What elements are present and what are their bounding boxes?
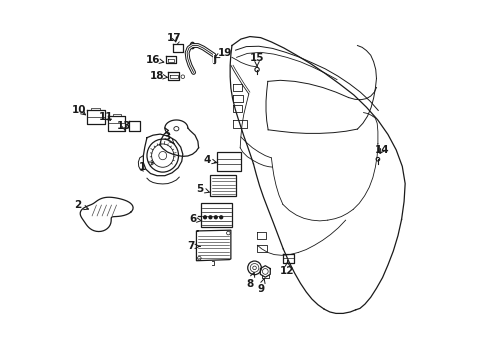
Text: 5: 5 <box>196 184 209 194</box>
Text: 16: 16 <box>145 55 163 65</box>
Text: 19: 19 <box>214 48 231 58</box>
Text: 11: 11 <box>99 112 113 122</box>
Circle shape <box>219 216 222 219</box>
Circle shape <box>214 216 217 219</box>
Text: 15: 15 <box>249 53 264 66</box>
Text: 3: 3 <box>163 132 174 144</box>
Text: 14: 14 <box>374 144 389 154</box>
Text: 13: 13 <box>117 121 131 131</box>
Text: 9: 9 <box>257 279 264 294</box>
Text: 2: 2 <box>74 200 88 210</box>
Text: 10: 10 <box>72 105 86 115</box>
Text: 1: 1 <box>139 162 153 172</box>
Text: 4: 4 <box>203 155 216 165</box>
Text: 18: 18 <box>149 71 167 81</box>
Circle shape <box>203 216 206 219</box>
Text: 8: 8 <box>246 273 254 289</box>
Text: 12: 12 <box>280 261 294 276</box>
Text: 6: 6 <box>188 215 202 224</box>
Text: 7: 7 <box>186 241 200 251</box>
Circle shape <box>208 216 211 219</box>
Text: 17: 17 <box>167 33 182 43</box>
